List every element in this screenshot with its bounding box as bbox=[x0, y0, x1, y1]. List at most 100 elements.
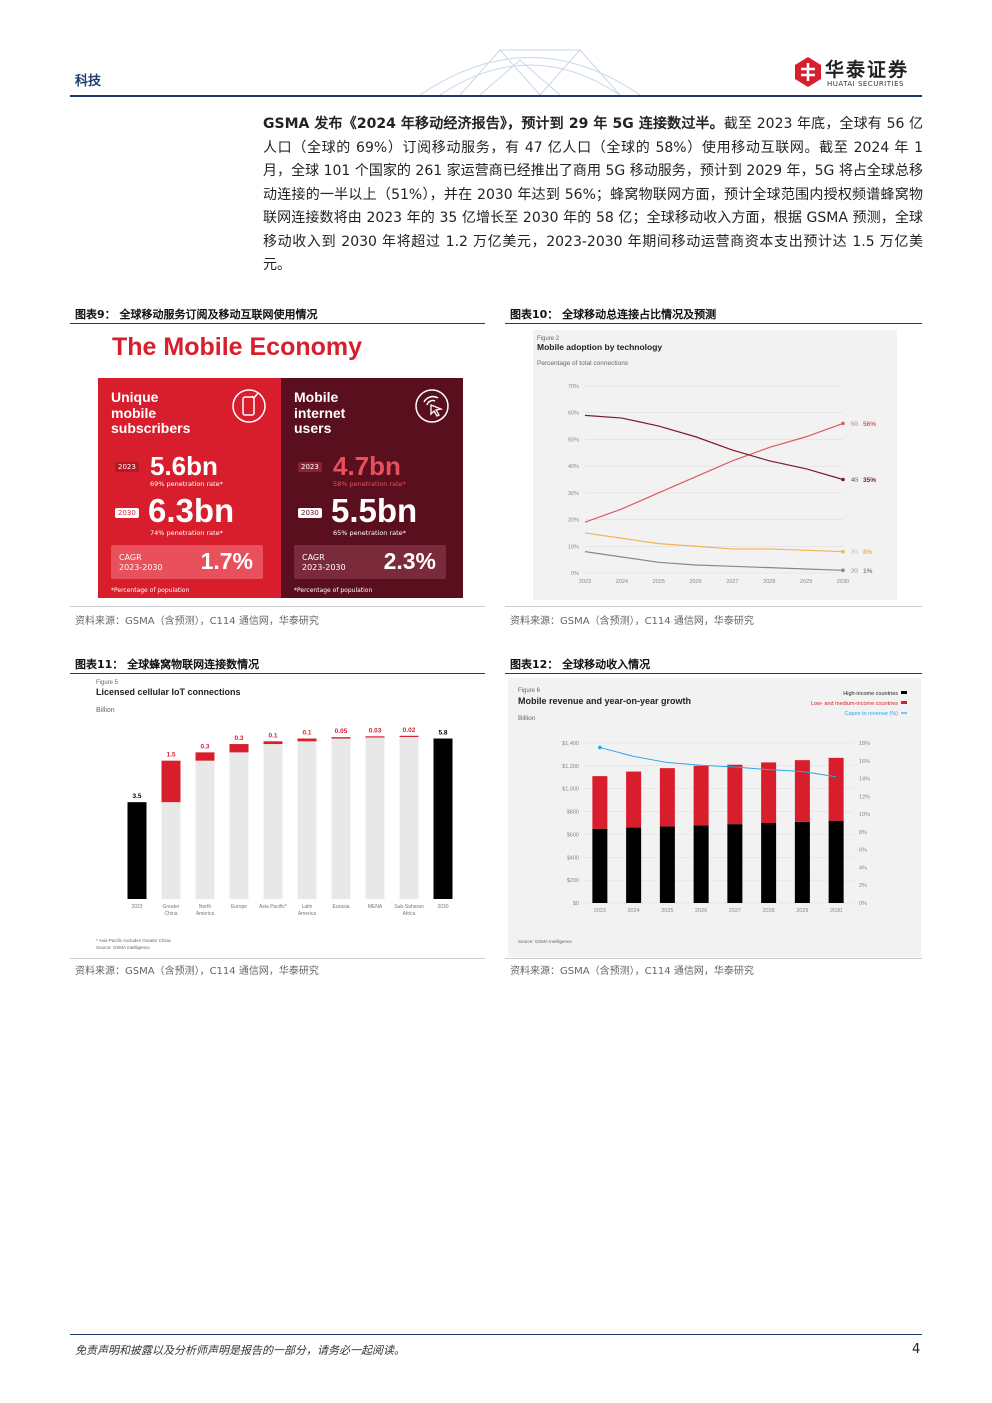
bar-high-income bbox=[761, 823, 777, 903]
x-tick-label: 2025 bbox=[653, 579, 665, 585]
y2-tick-label: 8% bbox=[859, 830, 867, 836]
footnote-source: Source: GSMA Intelligence bbox=[96, 945, 150, 950]
logo-english-name: HUATAI SECURITIES bbox=[827, 80, 904, 88]
bar-base-filler bbox=[331, 738, 351, 899]
x-tick-label: 2024 bbox=[616, 579, 628, 585]
chart-title: Mobile revenue and year-on-year growth bbox=[518, 696, 691, 706]
figure-number: Figure 2 bbox=[537, 336, 560, 342]
paragraph-text: 截至 2023 年底，全球有 56 亿人口（全球的 69%）订阅移动服务，有 4… bbox=[263, 116, 924, 273]
series-end-point-5g bbox=[841, 421, 845, 426]
bar-base-filler bbox=[263, 744, 283, 899]
x-tick-label: 2023 bbox=[579, 579, 591, 585]
category-label: Sub-Saharan bbox=[394, 904, 424, 910]
category-label: Asia Pacific* bbox=[259, 904, 287, 910]
y-tick-label: $0 bbox=[573, 901, 579, 907]
y-tick-label: $800 bbox=[567, 810, 579, 816]
bar bbox=[229, 744, 249, 753]
bar-base-filler bbox=[195, 760, 215, 899]
figure-number: Figure 6 bbox=[518, 688, 541, 694]
sector-label: 科技 bbox=[75, 74, 102, 89]
figure-number: Figure 5 bbox=[96, 680, 119, 686]
y-tick-label: 30% bbox=[568, 491, 579, 497]
data-label: 5.8 bbox=[438, 730, 447, 737]
series-label-4g: 4G bbox=[851, 478, 858, 484]
y-tick-label: 40% bbox=[568, 464, 579, 470]
bar-low-medium-income bbox=[761, 762, 777, 823]
chart-title: Mobile adoption by technology bbox=[537, 342, 662, 352]
bar bbox=[365, 736, 385, 738]
bar-base-filler bbox=[161, 802, 181, 899]
phone-check-icon bbox=[232, 389, 266, 423]
y2-tick-label: 2% bbox=[859, 883, 867, 889]
source-note: Source: GSMA Intelligence bbox=[518, 939, 572, 944]
legend-swatch bbox=[901, 701, 907, 704]
series-line-3g bbox=[584, 532, 844, 553]
legend-label: Capex to revenue (%) bbox=[845, 711, 899, 717]
category-label: Latin bbox=[302, 904, 313, 910]
fig12-caption: 图表12： 全球移动收入情况 bbox=[510, 658, 651, 671]
data-label: 1.5 bbox=[166, 752, 175, 759]
series-line-4g bbox=[584, 414, 844, 481]
fig11-caption: 图表11： 全球蜂窝物联网连接数情况 bbox=[75, 658, 260, 671]
page-number: 4 bbox=[912, 1342, 921, 1357]
chart-title: Licensed cellular IoT connections bbox=[96, 687, 241, 697]
series-line-5g bbox=[584, 422, 844, 523]
bar-high-income bbox=[659, 826, 675, 903]
bar-high-income bbox=[592, 828, 608, 903]
y2-tick-label: 10% bbox=[859, 812, 870, 818]
mobile-economy-infographic: The Mobile Economy Unique mobile subscri… bbox=[98, 333, 463, 598]
y2-tick-label: 0% bbox=[859, 901, 867, 907]
bar-low-medium-income bbox=[659, 768, 675, 827]
y-tick-label: 10% bbox=[568, 544, 579, 550]
cursor-signal-icon bbox=[415, 389, 449, 423]
x-tick-label: 2025 bbox=[661, 908, 673, 914]
body-paragraph: GSMA 发布《2024 年移动经济报告》，预计到 29 年 5G 连接数过半。… bbox=[263, 113, 923, 278]
unit-label: Billion bbox=[518, 715, 536, 722]
chart-subtitle: Percentage of total connections bbox=[537, 360, 629, 367]
unit-label: Billion bbox=[96, 707, 115, 714]
data-label: 3.5 bbox=[132, 793, 141, 800]
bar-high-income bbox=[727, 824, 743, 903]
bar-low-medium-income bbox=[727, 764, 743, 825]
category-label: 2030 bbox=[437, 904, 448, 910]
bar bbox=[433, 738, 453, 899]
fig12-chart: Figure 6 Mobile revenue and year-on-year… bbox=[508, 678, 921, 957]
internet-year-2030: 2030 bbox=[298, 508, 322, 518]
series-end-value-2g: 1% bbox=[863, 568, 873, 575]
bar bbox=[161, 760, 181, 803]
series-label-3g: 3G bbox=[851, 550, 858, 556]
data-label: 0.05 bbox=[335, 728, 348, 735]
huatai-logo-icon bbox=[795, 57, 821, 87]
internet-2030-penetration: 65% penetration rate* bbox=[333, 529, 406, 537]
fig12-source-rule bbox=[505, 958, 922, 959]
disclaimer-text: 免责声明和披露以及分析师声明是报告的一部分，请务必一起阅读。 bbox=[75, 1344, 405, 1357]
logo-chinese-name: 华泰证券 bbox=[825, 59, 910, 81]
y-tick-label: 20% bbox=[568, 518, 579, 524]
data-label: 0.3 bbox=[200, 743, 209, 750]
cagr-label: CAGR 2023-2030 bbox=[302, 553, 346, 572]
fig9-rule bbox=[70, 323, 485, 324]
internet-cagr-value: 2.3% bbox=[383, 548, 436, 574]
capex-start-point bbox=[598, 745, 602, 750]
category-label: Greater bbox=[163, 904, 180, 910]
fig11-chart: Figure 5 Licensed cellular IoT connectio… bbox=[90, 675, 465, 957]
subscribers-cagr-value: 1.7% bbox=[200, 548, 253, 574]
header-decoration bbox=[419, 49, 641, 95]
y-tick-label: $1,400 bbox=[562, 741, 579, 747]
x-tick-label: 2026 bbox=[689, 579, 701, 585]
bar-high-income bbox=[693, 825, 709, 903]
bar-high-income bbox=[794, 821, 810, 903]
series-end-point-3g bbox=[841, 549, 845, 554]
infographic-title: The Mobile Economy bbox=[112, 333, 363, 361]
x-tick-label: 2027 bbox=[729, 908, 741, 914]
internet-year-2023: 2023 bbox=[298, 462, 322, 472]
internet-2030-value: 5.5bn bbox=[331, 492, 418, 529]
bar-high-income bbox=[626, 827, 642, 903]
x-tick-label: 2023 bbox=[594, 908, 606, 914]
fig11-rule bbox=[70, 673, 485, 674]
fig10-source-rule bbox=[505, 606, 922, 607]
footer-rule bbox=[70, 1334, 922, 1335]
fig10-chart: Figure 2 Mobile adoption by technology P… bbox=[533, 330, 897, 600]
legend-label: Low- and medium-income countries bbox=[811, 701, 898, 707]
subscribers-panel: Unique mobile subscribers 2023 5.6bn 69%… bbox=[98, 378, 281, 598]
